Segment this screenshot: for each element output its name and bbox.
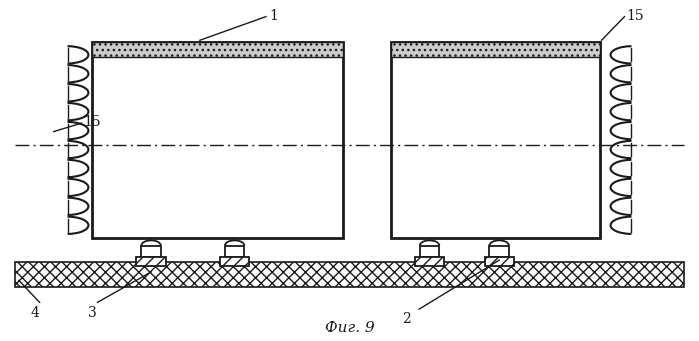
Bar	[225, 246, 245, 257]
Bar	[415, 257, 444, 266]
Bar	[391, 42, 600, 238]
Text: 4: 4	[30, 306, 39, 320]
Text: 15: 15	[626, 9, 644, 23]
Bar	[15, 262, 684, 287]
Bar	[141, 246, 161, 257]
Bar	[92, 42, 343, 57]
Bar	[220, 257, 250, 266]
Bar	[391, 42, 600, 57]
Bar	[92, 42, 343, 238]
Text: 2: 2	[402, 312, 411, 326]
Text: 1: 1	[269, 9, 278, 23]
Text: 15: 15	[84, 116, 101, 130]
Text: Фиг. 9: Фиг. 9	[324, 321, 375, 335]
Bar	[420, 246, 439, 257]
Text: 3: 3	[87, 306, 96, 320]
Bar	[136, 257, 166, 266]
Bar	[489, 246, 509, 257]
Bar	[484, 257, 514, 266]
